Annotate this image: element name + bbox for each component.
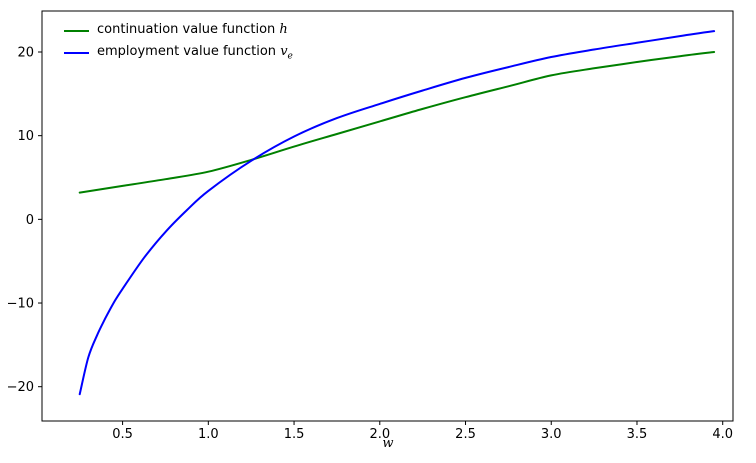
x-tick-label: 3.0 bbox=[541, 427, 562, 442]
y-tick-label: 20 bbox=[17, 46, 34, 61]
x-tick-label: 1.5 bbox=[284, 427, 305, 442]
legend-line-swatch-blue bbox=[64, 52, 89, 54]
x-tick-label: 1.0 bbox=[198, 427, 219, 442]
legend-symbol-h: h bbox=[279, 22, 288, 38]
legend-item-continuation-value: continuation value function h bbox=[64, 21, 293, 41]
legend-item-employment-value: employment value function ve bbox=[64, 43, 293, 63]
y-tick-label: −10 bbox=[7, 297, 34, 312]
x-tick-label: 0.5 bbox=[112, 427, 133, 442]
x-tick-label: 4.0 bbox=[712, 427, 733, 442]
x-axis-label: w bbox=[382, 436, 394, 451]
x-tick-label: 2.5 bbox=[455, 427, 476, 442]
legend-label-prefix: employment value function bbox=[97, 44, 281, 60]
legend-line-swatch-green bbox=[64, 30, 89, 32]
legend-label-employment-value: employment value function ve bbox=[97, 44, 293, 62]
series-continuation-value-h bbox=[78, 51, 716, 194]
y-tick-label: 10 bbox=[17, 129, 34, 144]
x-tick-label: 3.5 bbox=[627, 427, 648, 442]
x-tick-label: 2.0 bbox=[369, 427, 390, 442]
legend-label-prefix: continuation value function bbox=[97, 22, 280, 38]
y-tick-label: −20 bbox=[7, 380, 34, 395]
y-tick-label: 0 bbox=[26, 213, 34, 228]
legend-label-continuation-value: continuation value function h bbox=[97, 22, 288, 40]
series-employment-value-ve bbox=[78, 30, 716, 396]
legend-symbol-sub-e: e bbox=[287, 51, 293, 62]
legend-symbol-v: v bbox=[280, 44, 288, 60]
legend: continuation value function h employment… bbox=[64, 21, 293, 63]
plot-frame bbox=[41, 10, 734, 422]
